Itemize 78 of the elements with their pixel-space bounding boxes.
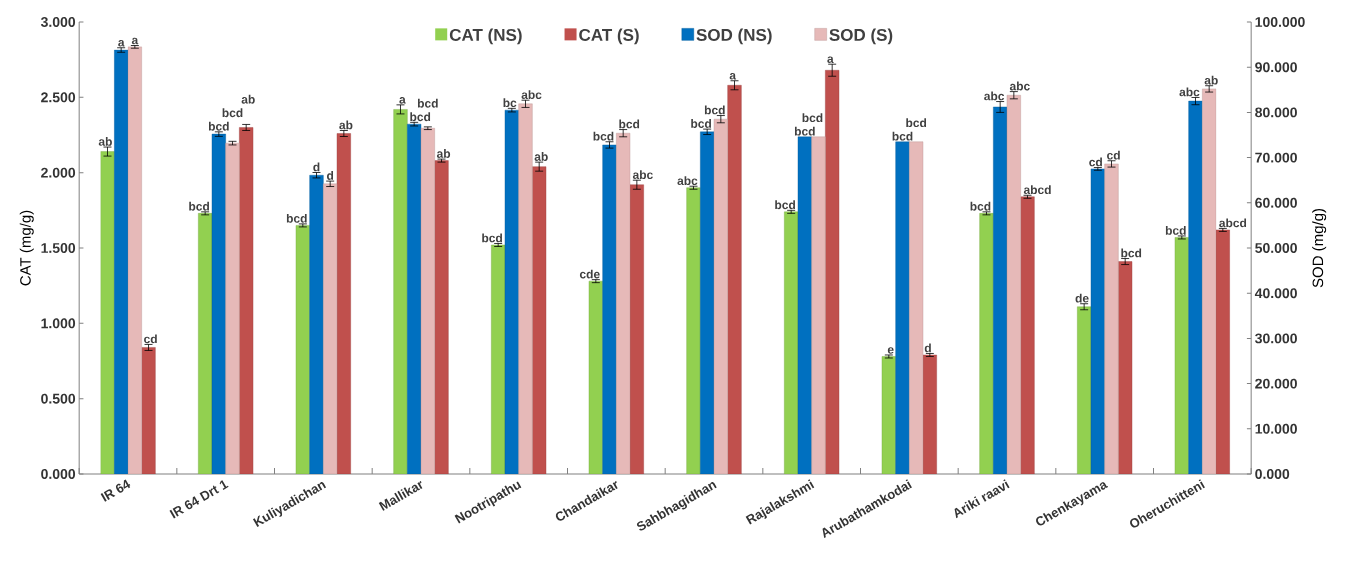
data-label: bc — [503, 98, 517, 108]
data-label: a — [131, 37, 139, 45]
y-tick-label: 2.500 — [41, 92, 76, 103]
y2-tick-label: 70.000 — [1255, 152, 1297, 163]
y2-tick-label: 30.000 — [1255, 333, 1297, 344]
data-label: abc — [1179, 87, 1200, 97]
data-label: bcd — [892, 131, 913, 141]
data-label: abc — [632, 170, 653, 179]
y-tick-label: 0.000 — [41, 469, 76, 479]
y2-tick-label: 50.000 — [1255, 243, 1297, 253]
bar — [909, 141, 924, 474]
data-label: cd — [144, 334, 157, 344]
legend-label: CAT (S) — [579, 28, 639, 45]
bar — [141, 347, 156, 474]
data-label: bcd — [691, 119, 711, 128]
data-label: de — [1075, 293, 1089, 303]
y-tick-label: 1.500 — [41, 243, 76, 253]
data-label: cde — [579, 269, 600, 279]
data-label: a — [118, 39, 125, 47]
data-label: ab — [98, 137, 112, 146]
data-label: bcd — [417, 98, 438, 108]
data-label: bcd — [704, 105, 725, 115]
data-label: bcd — [482, 233, 502, 243]
y2-tick-label: 20.000 — [1255, 378, 1297, 389]
y2-tick-label: 100.000 — [1255, 17, 1305, 27]
data-label: d — [327, 171, 334, 180]
data-label: bcd — [1165, 225, 1186, 235]
data-label: bcd — [410, 112, 431, 122]
data-label: bcd — [1121, 248, 1142, 258]
y2-tick-label: 80.000 — [1255, 107, 1297, 118]
data-label: cd — [1089, 157, 1102, 167]
data-label: abc — [677, 176, 698, 186]
data-label: d — [924, 343, 931, 353]
data-label: e — [887, 347, 894, 354]
y2-tick-label: 60.000 — [1255, 197, 1297, 208]
data-label: a — [827, 56, 834, 63]
data-label: bcd — [208, 121, 229, 131]
data-label: bcd — [222, 108, 243, 118]
data-label: bcd — [286, 213, 307, 223]
x-tick-label: IR 64 Drt 1 — [169, 480, 229, 519]
legend-label: SOD (S) — [829, 28, 893, 45]
bar — [895, 141, 910, 474]
y2-tick-label: 10.000 — [1255, 423, 1297, 434]
data-label: abcd — [1023, 185, 1051, 195]
data-label: bcd — [906, 118, 927, 128]
data-label: ab — [1204, 75, 1218, 85]
data-label: ab — [436, 149, 451, 158]
y2-tick-label: 40.000 — [1254, 288, 1297, 299]
legend-label: CAT (NS) — [449, 28, 522, 45]
data-label: bcd — [775, 200, 795, 210]
data-label: a — [399, 97, 406, 104]
y2-tick-label: 0.000 — [1255, 469, 1290, 479]
y-axis-title: CAT (mg/g) — [19, 210, 34, 286]
y-tick-label: 0.500 — [41, 393, 76, 404]
data-label: cd — [1107, 150, 1120, 160]
x-tick-label: IR 64 — [100, 479, 131, 502]
data-label: abc — [984, 91, 1005, 101]
y-tick-label: 2.000 — [41, 167, 76, 178]
data-label: bcd — [189, 201, 209, 211]
data-label: abc — [1009, 81, 1030, 91]
data-label: abc — [521, 90, 542, 99]
bar — [127, 46, 142, 474]
legend-label: SOD (NS) — [696, 28, 772, 45]
data-label: d — [313, 162, 320, 172]
y-tick-label: 1.000 — [41, 318, 76, 329]
data-label: abcd — [1219, 218, 1247, 228]
data-label: a — [729, 72, 737, 80]
data-label: ab — [339, 120, 353, 130]
y2-tick-label: 90.000 — [1255, 62, 1297, 73]
data-label: bcd — [619, 119, 640, 129]
y-tick-label: 3.000 — [40, 17, 76, 27]
data-label: bcd — [802, 113, 823, 123]
data-label: bcd — [970, 201, 991, 211]
y2-axis-title: SOD (mg/g) — [1312, 208, 1327, 288]
data-label: bcd — [593, 131, 614, 141]
data-label: ab — [241, 94, 255, 104]
data-label: ab — [534, 152, 548, 161]
data-label: bcd — [794, 126, 815, 136]
